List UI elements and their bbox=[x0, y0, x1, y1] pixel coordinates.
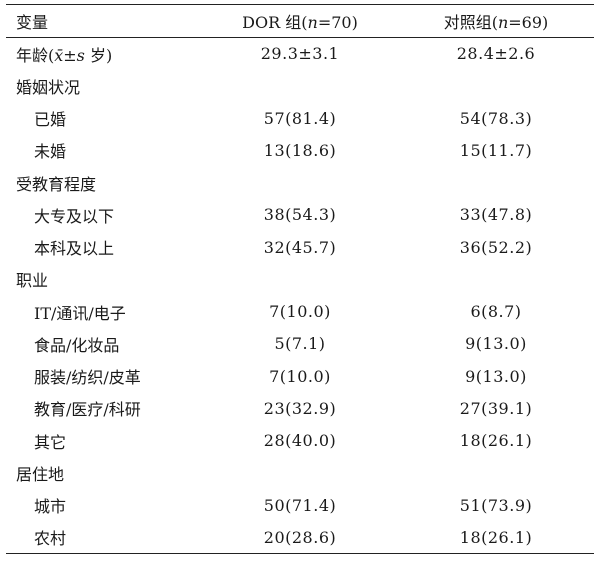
table-row: 已婚 57(81.4) 54(78.3) bbox=[6, 102, 594, 134]
table-body: 年龄(x̄±s 岁) 29.3±3.1 28.4±2.6 婚姻状况已婚 57(81… bbox=[6, 38, 594, 555]
row-sublabel: 未婚 bbox=[34, 142, 67, 162]
age-dor-value: 29.3±3.1 bbox=[260, 44, 340, 64]
table-row-age: 年龄(x̄±s 岁) 29.3±3.1 28.4±2.6 bbox=[6, 38, 594, 70]
control-group-value: 51(73.9) bbox=[459, 495, 533, 515]
header-ctrl-n: n bbox=[497, 13, 509, 32]
row-sublabel: 大专及以下 bbox=[34, 206, 115, 226]
table-row: 职业 bbox=[6, 263, 594, 295]
control-group-value: 18(26.1) bbox=[459, 431, 533, 451]
row-category-label: 居住地 bbox=[16, 464, 65, 484]
age-label-prefix: 年龄( bbox=[16, 45, 55, 65]
row-sublabel: 服装/纺织/皮革 bbox=[34, 368, 141, 388]
dor-group-value bbox=[202, 263, 398, 295]
table-row: 受教育程度 bbox=[6, 167, 594, 199]
control-group-value: 9(13.0) bbox=[465, 334, 527, 354]
row-label-age: 年龄(x̄±s 岁) bbox=[6, 38, 202, 70]
row-sublabel: 已婚 bbox=[34, 110, 67, 130]
table-row: 本科及以上 32(45.7) 36(52.2) bbox=[6, 231, 594, 263]
control-group-value: 18(26.1) bbox=[398, 521, 594, 555]
control-group-value: 9(13.0) bbox=[465, 366, 527, 386]
control-group-value: 27(39.1) bbox=[459, 398, 533, 418]
control-group-value bbox=[398, 167, 594, 199]
control-group-value bbox=[398, 457, 594, 489]
age-ctrl-value: 28.4±2.6 bbox=[456, 44, 536, 64]
header-dor-suffix: =70) bbox=[317, 13, 358, 32]
dor-group-value: 7(10.0) bbox=[269, 302, 331, 322]
dor-group-value: 13(18.6) bbox=[263, 140, 337, 160]
header-row: 变量 DOR 组(n=70) 对照组(n=69) bbox=[6, 4, 594, 38]
control-group-value: 36(52.2) bbox=[459, 237, 533, 257]
table-row: 居住地 bbox=[6, 457, 594, 489]
row-sublabel: 食品/化妆品 bbox=[34, 335, 120, 355]
dor-group-value: 23(32.9) bbox=[263, 398, 337, 418]
header-variable: 变量 bbox=[6, 4, 202, 38]
row-sublabel: 城市 bbox=[34, 497, 67, 517]
table-row: 婚姻状况 bbox=[6, 70, 594, 102]
control-group-value: 6(8.7) bbox=[470, 302, 522, 322]
dor-group-value: 28(40.0) bbox=[263, 431, 337, 451]
table-row: 大专及以下 38(54.3) 33(47.8) bbox=[6, 199, 594, 231]
row-sublabel: 农村 bbox=[6, 521, 202, 555]
dor-group-value bbox=[202, 457, 398, 489]
dor-group-value: 57(81.4) bbox=[263, 108, 337, 128]
age-label-stat: x̄±s bbox=[54, 45, 85, 65]
table-header: 变量 DOR 组(n=70) 对照组(n=69) bbox=[6, 4, 594, 38]
dor-group-value: 38(54.3) bbox=[263, 205, 337, 225]
age-label-suffix: 岁) bbox=[84, 45, 113, 65]
dor-group-value: 5(7.1) bbox=[274, 334, 326, 354]
row-sublabel: 本科及以上 bbox=[34, 239, 115, 259]
control-group-value: 54(78.3) bbox=[459, 108, 533, 128]
dor-group-value: 32(45.7) bbox=[263, 237, 337, 257]
table-row: 教育/医疗/科研 23(32.9) 27(39.1) bbox=[6, 392, 594, 424]
header-ctrl-prefix: 对照组( bbox=[443, 13, 498, 32]
row-category-label: 职业 bbox=[16, 271, 49, 291]
dor-group-value: 7(10.0) bbox=[269, 366, 331, 386]
table-row: 食品/化妆品 5(7.1) 9(13.0) bbox=[6, 328, 594, 360]
dor-group-value: 20(28.6) bbox=[202, 521, 398, 555]
header-dor-prefix: DOR 组( bbox=[242, 13, 308, 32]
dor-group-value bbox=[202, 167, 398, 199]
header-dor-group: DOR 组(n=70) bbox=[202, 4, 398, 38]
table-row: 服装/纺织/皮革 7(10.0) 9(13.0) bbox=[6, 360, 594, 392]
table-row: 农村 20(28.6) 18(26.1) bbox=[6, 521, 594, 555]
control-group-value: 15(11.7) bbox=[459, 140, 533, 160]
header-dor-n: n bbox=[307, 13, 318, 32]
demographics-table: 变量 DOR 组(n=70) 对照组(n=69) 年龄(x̄±s 岁) 29.3… bbox=[6, 4, 594, 555]
row-category-label: 婚姻状况 bbox=[16, 77, 81, 97]
control-group-value bbox=[398, 263, 594, 295]
table-row: 未婚 13(18.6) 15(11.7) bbox=[6, 134, 594, 166]
header-ctrl-suffix: =69) bbox=[508, 13, 549, 32]
header-control-group: 对照组(n=69) bbox=[398, 4, 594, 38]
control-group-value bbox=[398, 70, 594, 102]
dor-group-value bbox=[202, 70, 398, 102]
table-row: IT/通讯/电子 7(10.0) 6(8.7) bbox=[6, 296, 594, 328]
row-category-label: 受教育程度 bbox=[16, 174, 97, 194]
table-row: 其它 28(40.0) 18(26.1) bbox=[6, 425, 594, 457]
row-sublabel: 其它 bbox=[34, 432, 67, 452]
row-sublabel: 教育/医疗/科研 bbox=[34, 400, 141, 420]
control-group-value: 33(47.8) bbox=[459, 205, 533, 225]
row-sublabel: IT/通讯/电子 bbox=[34, 303, 126, 323]
dor-group-value: 50(71.4) bbox=[263, 495, 337, 515]
table-row: 城市 50(71.4) 51(73.9) bbox=[6, 489, 594, 521]
